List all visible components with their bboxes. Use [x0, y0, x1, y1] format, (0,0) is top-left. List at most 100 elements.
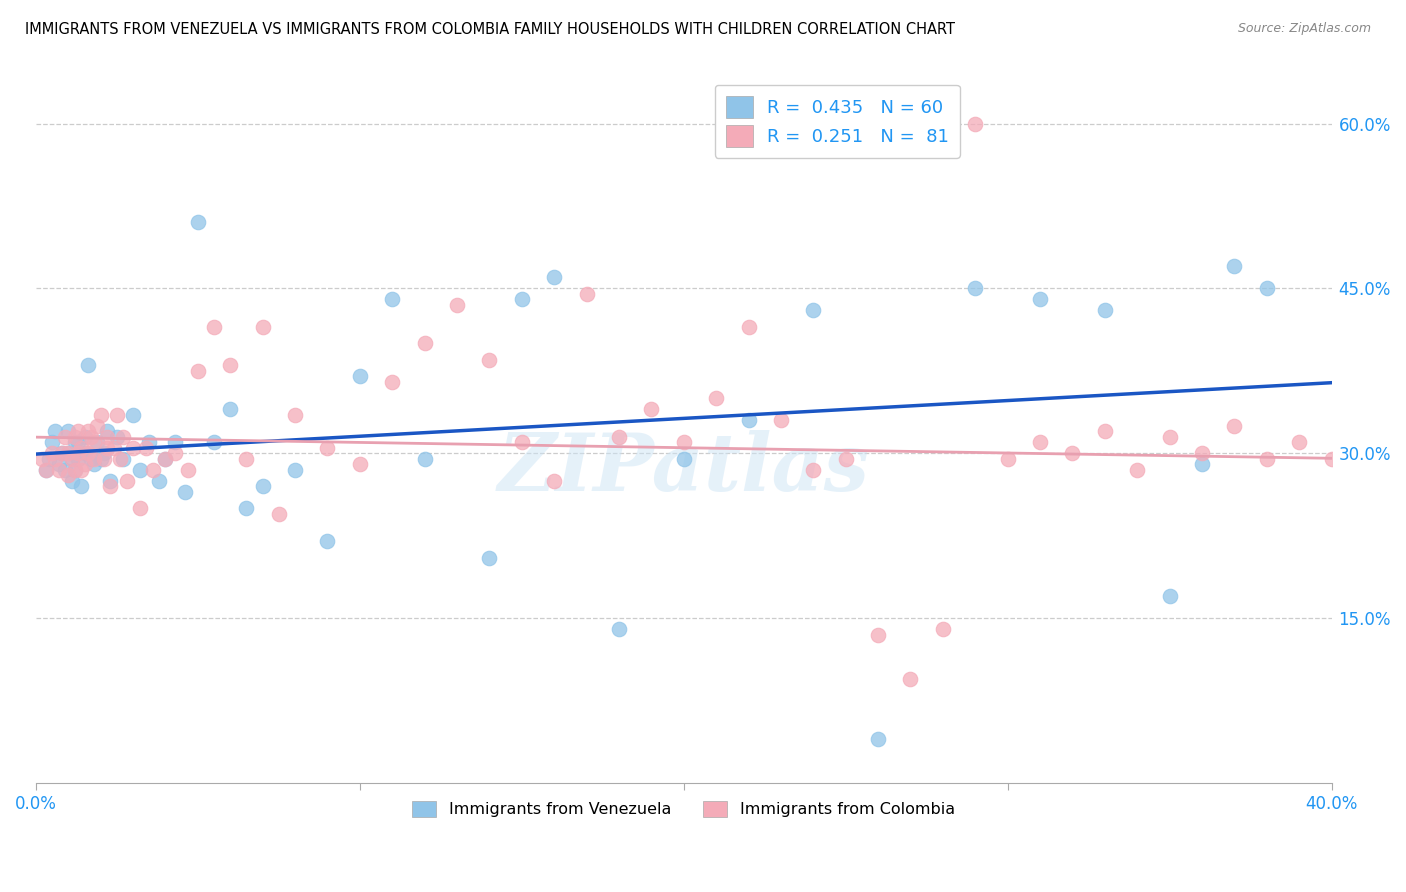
Point — [174, 485, 197, 500]
Point — [1126, 463, 1149, 477]
Text: IMMIGRANTS FROM VENEZUELA VS IMMIGRANTS FROM COLOMBIA FAMILY HOUSEHOLDS WITH CHI: IMMIGRANTS FROM VENEZUELA VS IMMIGRANTS … — [25, 22, 955, 37]
Point — [543, 474, 565, 488]
Point — [60, 452, 83, 467]
Point — [148, 474, 170, 488]
Point — [1223, 419, 1246, 434]
Point — [672, 435, 695, 450]
Point — [640, 402, 662, 417]
Point — [51, 446, 73, 460]
Point — [63, 463, 86, 477]
Point — [86, 435, 108, 450]
Point — [1029, 435, 1052, 450]
Point — [58, 468, 80, 483]
Point — [1029, 293, 1052, 307]
Point — [76, 359, 98, 373]
Point — [63, 435, 86, 450]
Point — [41, 446, 63, 460]
Point — [60, 452, 83, 467]
Point — [1094, 425, 1116, 439]
Point — [100, 479, 122, 493]
Point — [38, 452, 60, 467]
Point — [607, 623, 630, 637]
Point — [1223, 260, 1246, 274]
Point — [252, 320, 274, 334]
Point — [1094, 303, 1116, 318]
Point — [607, 430, 630, 444]
Point — [67, 452, 90, 467]
Point — [1256, 452, 1278, 467]
Point — [413, 336, 436, 351]
Point — [381, 293, 404, 307]
Point — [155, 452, 177, 467]
Point — [1288, 435, 1310, 450]
Point — [83, 452, 105, 467]
Point — [34, 463, 56, 477]
Point — [155, 452, 177, 467]
Point — [965, 116, 987, 130]
Point — [1256, 281, 1278, 295]
Point — [868, 628, 890, 642]
Point — [1159, 430, 1181, 444]
Point — [51, 446, 73, 460]
Point — [446, 298, 468, 312]
Point — [510, 435, 533, 450]
Point — [128, 501, 150, 516]
Point — [704, 392, 727, 406]
Point — [41, 435, 63, 450]
Point — [63, 463, 86, 477]
Point — [349, 369, 371, 384]
Point — [58, 446, 80, 460]
Point — [73, 446, 96, 460]
Point — [138, 435, 160, 450]
Point — [83, 435, 105, 450]
Point — [73, 458, 96, 472]
Point — [575, 287, 598, 301]
Point — [737, 413, 759, 427]
Point — [83, 458, 105, 472]
Point — [53, 430, 76, 444]
Point — [34, 463, 56, 477]
Point — [997, 452, 1019, 467]
Point — [737, 320, 759, 334]
Point — [219, 402, 242, 417]
Point — [112, 430, 135, 444]
Point — [80, 452, 103, 467]
Text: ZIPatlas: ZIPatlas — [498, 430, 870, 508]
Point — [413, 452, 436, 467]
Point — [122, 441, 145, 455]
Point — [478, 353, 501, 368]
Point — [141, 463, 163, 477]
Point — [202, 435, 225, 450]
Point — [1062, 446, 1084, 460]
Point — [1191, 446, 1213, 460]
Point — [801, 303, 824, 318]
Point — [900, 672, 922, 686]
Point — [44, 425, 66, 439]
Point — [58, 425, 80, 439]
Point — [96, 425, 118, 439]
Point — [48, 458, 70, 472]
Point — [1191, 458, 1213, 472]
Point — [103, 441, 125, 455]
Point — [478, 550, 501, 565]
Point — [86, 419, 108, 434]
Point — [672, 452, 695, 467]
Point — [96, 430, 118, 444]
Point — [769, 413, 792, 427]
Point — [543, 270, 565, 285]
Point — [235, 501, 257, 516]
Point — [1320, 452, 1343, 467]
Point — [177, 463, 200, 477]
Point — [44, 452, 66, 467]
Point — [868, 732, 890, 747]
Point — [235, 452, 257, 467]
Point — [93, 452, 115, 467]
Point — [105, 408, 128, 422]
Point — [96, 441, 118, 455]
Point — [801, 463, 824, 477]
Point — [76, 446, 98, 460]
Point — [316, 441, 339, 455]
Point — [284, 408, 307, 422]
Point — [349, 458, 371, 472]
Point — [252, 479, 274, 493]
